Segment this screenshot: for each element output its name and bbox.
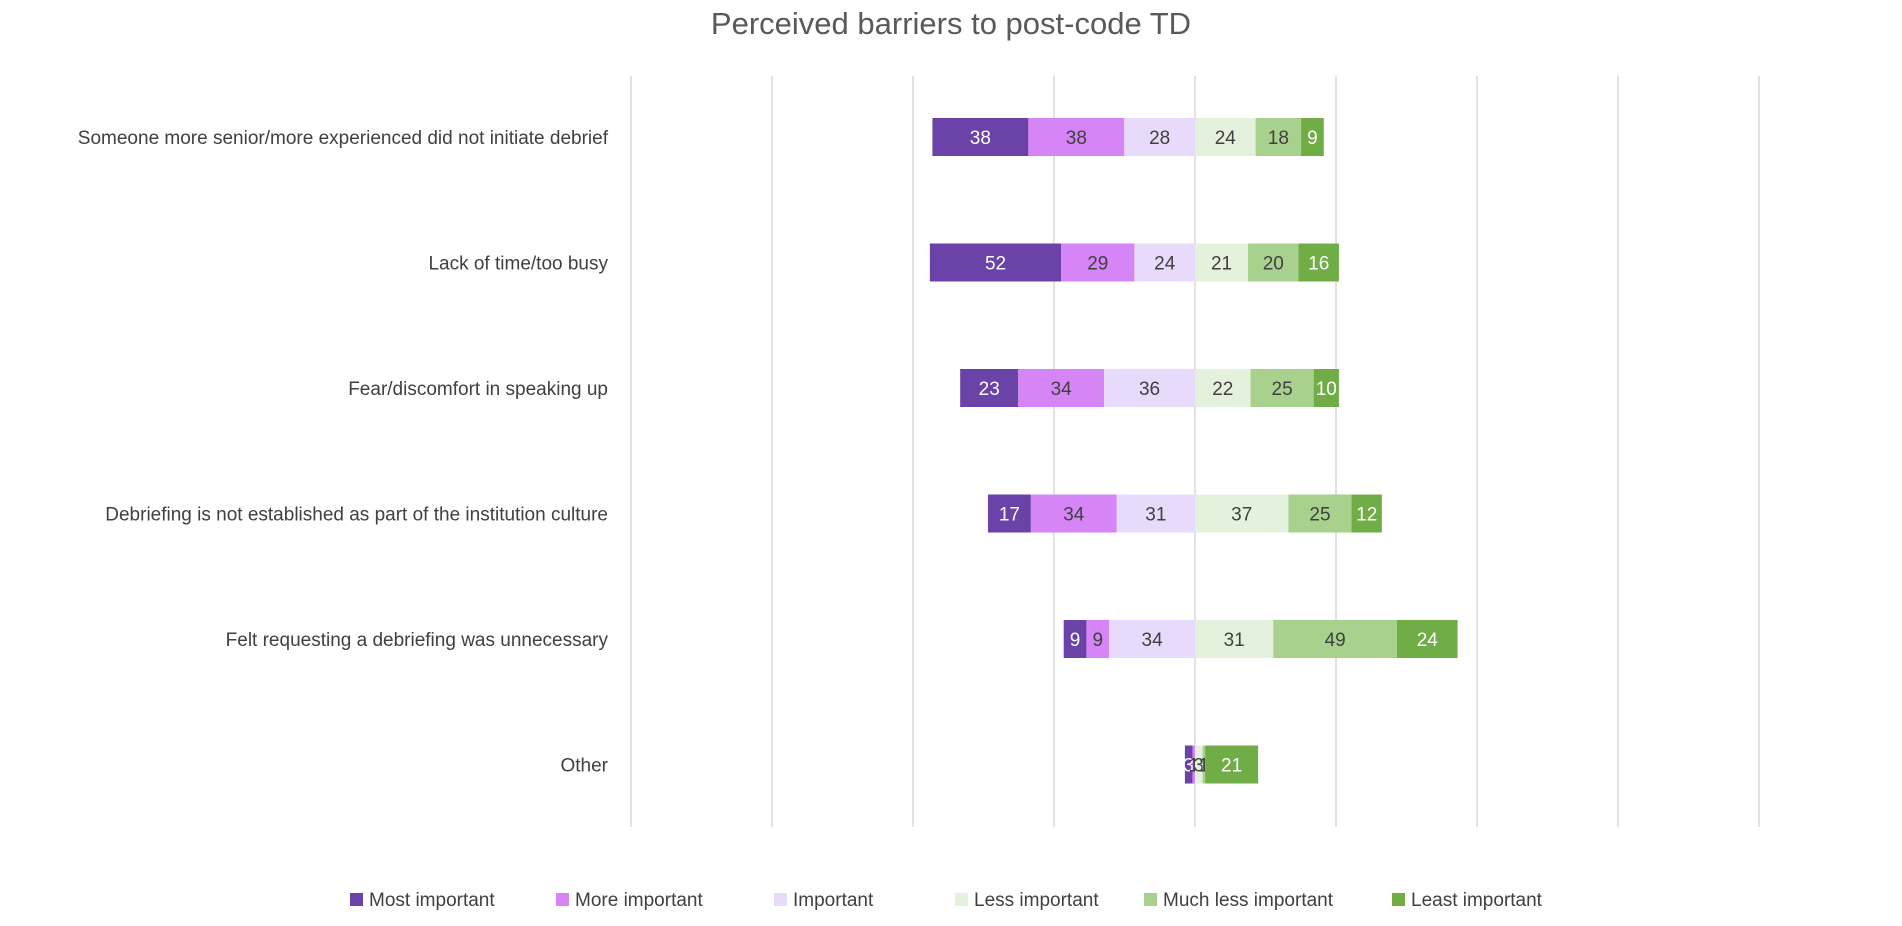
data-label: 3 [1193, 756, 1204, 777]
bar-segment [1195, 620, 1274, 658]
data-label: 25 [1272, 379, 1293, 400]
legend-swatch [350, 893, 363, 906]
data-label: 52 [985, 254, 1006, 275]
data-label: 1 [1199, 756, 1210, 777]
bar-segment [1313, 369, 1339, 407]
data-label: 9 [1070, 630, 1081, 651]
bar-segment [929, 243, 1062, 282]
category-label: Debriefing is not established as part of… [105, 505, 608, 526]
bar-segment [1248, 243, 1299, 282]
bar-segment [1202, 745, 1206, 784]
bar-segment [1195, 118, 1256, 156]
data-label: 25 [1309, 505, 1330, 526]
bar-segment [1104, 369, 1195, 407]
bar-segment [1195, 243, 1249, 282]
bar-segment [1061, 243, 1135, 282]
data-label: 24 [1215, 128, 1237, 149]
bar-segment [1030, 494, 1117, 533]
data-label: 21 [1211, 254, 1232, 275]
data-label: 34 [1142, 630, 1164, 651]
bar-segment [1351, 494, 1382, 533]
data-label: 38 [970, 128, 991, 149]
legend-label: Important [793, 890, 874, 911]
bar-segment [1192, 745, 1195, 784]
legend-label: Most important [369, 890, 495, 911]
bar-segment [1298, 243, 1339, 282]
data-label: 37 [1231, 505, 1252, 526]
data-label: 31 [1224, 630, 1245, 651]
data-label: 24 [1417, 630, 1439, 651]
legend-swatch [955, 893, 968, 906]
category-label: Other [560, 756, 608, 777]
bar-segment [1288, 494, 1352, 533]
bar-segment [960, 369, 1019, 407]
data-label: 24 [1154, 254, 1176, 275]
data-label: 31 [1145, 505, 1166, 526]
legend: Most important More important Important Les… [350, 890, 1543, 911]
data-label: 20 [1263, 254, 1284, 275]
legend-label: Least important [1411, 890, 1543, 911]
data-label: 9 [1092, 630, 1103, 651]
bar-segment [1109, 620, 1195, 658]
bars: 38 38 28 24 18 9 52 29 24 21 20 16 23 34 36 22 25 10 17 34 3… [929, 118, 1458, 784]
data-label: 38 [1066, 128, 1087, 149]
bar-segment [1397, 620, 1458, 658]
legend-label: More important [575, 890, 703, 911]
data-label: 34 [1051, 379, 1073, 400]
legend-label: Less important [974, 890, 1099, 911]
bar-segment [1301, 118, 1324, 156]
bar-segment [1184, 745, 1193, 784]
category-label: Lack of time/too busy [428, 254, 608, 275]
bar-segment [1273, 620, 1397, 658]
bar-segment [987, 494, 1031, 533]
bar-segment [1250, 369, 1314, 407]
bar-segment [1063, 620, 1087, 658]
category-label: Fear/discomfort in speaking up [348, 379, 608, 400]
chart-title: Perceived barriers to post-code TD [710, 6, 1192, 41]
bar-segment [932, 118, 1029, 156]
bar-segment [1124, 118, 1195, 156]
bar-segment [1086, 620, 1110, 658]
legend-swatch [774, 893, 787, 906]
data-label: 28 [1149, 128, 1170, 149]
data-label: 12 [1356, 505, 1377, 526]
legend-swatch [1392, 893, 1405, 906]
data-label: 23 [979, 379, 1000, 400]
bar-segment [1195, 369, 1251, 407]
data-label: 29 [1087, 254, 1108, 275]
data-label: 16 [1308, 254, 1329, 275]
data-label: 1 [1188, 756, 1199, 777]
data-label: 3 [1183, 756, 1194, 777]
data-label: 36 [1139, 379, 1160, 400]
data-label: 10 [1316, 379, 1337, 400]
data-label: 9 [1307, 128, 1318, 149]
category-label: Felt requesting a debriefing was unneces… [226, 630, 609, 651]
bar-segment [1028, 118, 1125, 156]
data-label: 34 [1063, 505, 1085, 526]
bar-segment [1255, 118, 1302, 156]
legend-swatch [1144, 893, 1157, 906]
data-label: 18 [1268, 128, 1289, 149]
data-label: 17 [999, 505, 1020, 526]
legend-swatch [556, 893, 569, 906]
category-labels: Someone more senior/more experienced did… [78, 128, 609, 777]
data-label: 21 [1221, 756, 1242, 777]
bar-segment [1195, 745, 1203, 784]
data-label: 22 [1212, 379, 1233, 400]
bar-segment [1205, 745, 1259, 784]
category-label: Someone more senior/more experienced did… [78, 128, 609, 149]
gridlines [630, 76, 1760, 827]
bar-segment [1134, 243, 1195, 282]
bar-segment [1195, 494, 1289, 533]
data-label: 49 [1325, 630, 1346, 651]
legend-label: Much less important [1163, 890, 1334, 911]
bar-segment [1018, 369, 1105, 407]
bar-segment [1116, 494, 1195, 533]
